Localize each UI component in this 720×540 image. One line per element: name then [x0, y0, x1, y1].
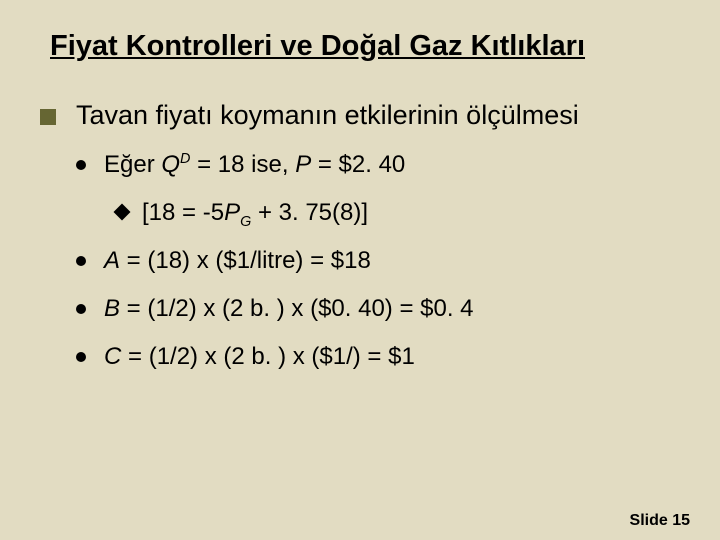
square-bullet-icon: [40, 109, 56, 125]
A-text: = (18) x ($1/litre) = $18: [120, 247, 371, 274]
B-text: = (1/2) x (2 b. ) x ($0. 40) = $0. 4: [120, 295, 474, 322]
eqer-sup: D: [180, 151, 190, 167]
bullet-level0: Tavan fiyatı koymanın etkilerinin ölçülm…: [40, 100, 680, 131]
bullet-C: C = (1/2) x (2 b. ) x ($1/) = $1: [76, 343, 680, 371]
eqer-mid: = 18 ise,: [190, 151, 295, 178]
bullet-B: B = (1/2) x (2 b. ) x ($0. 40) = $0. 4: [76, 295, 680, 323]
dot-bullet-icon: [76, 304, 86, 314]
lvl0-text: Tavan fiyatı koymanın etkilerinin ölçülm…: [76, 100, 579, 130]
sub18-tail: + 3. 75(8)]: [251, 199, 368, 226]
eqer-Q: Q: [161, 151, 180, 178]
diamond-bullet-icon: [114, 204, 131, 221]
dot-bullet-icon: [76, 160, 86, 170]
bullet-sub-18: [18 = -5PG + 3. 75(8)]: [116, 199, 680, 227]
dot-bullet-icon: [76, 256, 86, 266]
dot-bullet-icon: [76, 352, 86, 362]
C-var: C: [104, 343, 121, 370]
bullet-equation-qd: Eğer QD = 18 ise, P = $2. 40: [76, 151, 680, 179]
eqer-P: P: [295, 151, 311, 178]
B-var: B: [104, 295, 120, 322]
sub18-lead: [18 = -5: [142, 199, 224, 226]
slide-body: Tavan fiyatı koymanın etkilerinin ölçülm…: [40, 100, 680, 371]
A-var: A: [104, 247, 120, 274]
C-text: = (1/2) x (2 b. ) x ($1/) = $1: [121, 343, 414, 370]
eqer-tail: = $2. 40: [311, 151, 405, 178]
sub18-P: P: [224, 199, 240, 226]
slide-number: Slide 15: [630, 512, 690, 530]
sub18-Psub: G: [240, 214, 251, 230]
eqer-prefix: Eğer: [104, 151, 161, 178]
bullet-A: A = (18) x ($1/litre) = $18: [76, 247, 680, 275]
slide-title: Fiyat Kontrolleri ve Doğal Gaz Kıtlıklar…: [50, 30, 585, 63]
